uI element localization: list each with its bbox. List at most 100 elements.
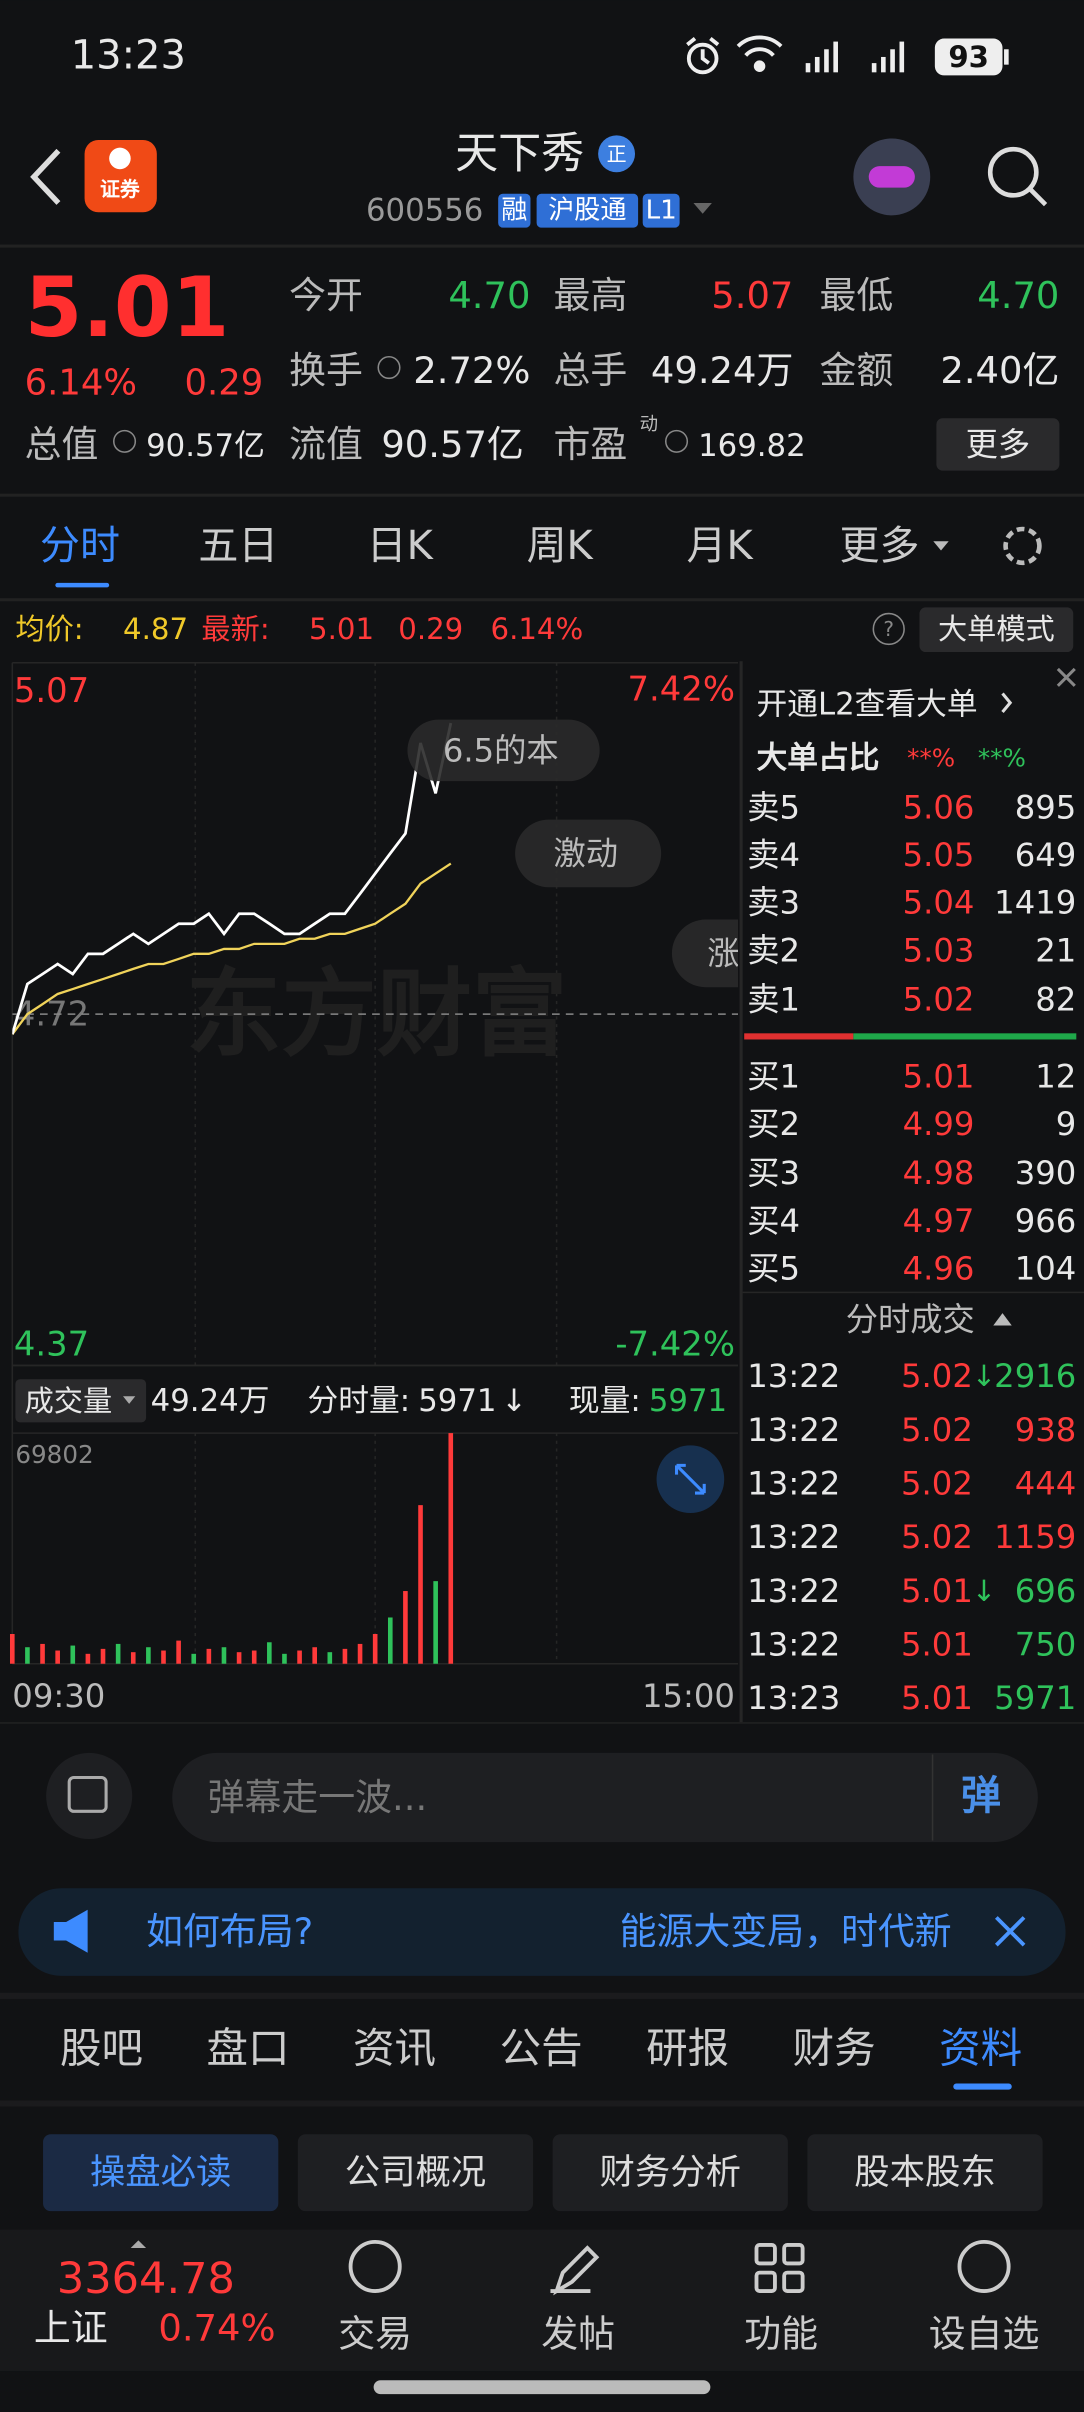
average-line — [12, 862, 452, 1035]
section-tab[interactable]: 资料 — [939, 2024, 1022, 2073]
stat-label: 总值 — [25, 423, 99, 466]
close-l2[interactable] — [1056, 667, 1076, 687]
avg-value: 4.87 — [123, 612, 188, 646]
battery-cap — [1004, 49, 1009, 65]
time-start: 09:30 — [12, 1677, 105, 1715]
volume-bar — [85, 1653, 91, 1664]
nav-label[interactable]: 设自选 — [929, 2313, 1040, 2356]
y-tick-label: 4.37 — [14, 1324, 89, 1363]
tag-text: 沪股通 — [548, 196, 626, 226]
volume-bar — [448, 1433, 454, 1664]
stat-value: 49.24万 — [651, 349, 794, 392]
tag — [498, 193, 531, 228]
stock-code: 600556 — [366, 193, 483, 229]
trade-price: 5.02 — [901, 1518, 973, 1556]
stat-value: 4.70 — [448, 274, 530, 317]
book-volume: 104 — [1015, 1250, 1077, 1288]
danmaku-text: 6.5的本 — [443, 731, 559, 769]
trade-price: 5.02 — [901, 1357, 973, 1395]
trade-time: 13:22 — [747, 1465, 840, 1503]
book-label: 卖3 — [747, 884, 800, 922]
sub-tab[interactable] — [552, 2134, 788, 2212]
volume-tick-label: 69802 — [15, 1440, 93, 1469]
trades-title[interactable]: 分时成交 — [846, 1300, 975, 1338]
chart-tab[interactable]: 更多 — [840, 523, 920, 569]
close-news[interactable] — [994, 1916, 1026, 1947]
minute-volume: 5971 — [418, 1383, 496, 1419]
nav-label[interactable]: 发帖 — [541, 2313, 615, 2356]
volume-selector[interactable] — [15, 1379, 147, 1423]
settings-button[interactable] — [1003, 526, 1042, 566]
home-indicator[interactable] — [373, 2380, 711, 2395]
danmaku-text: 涨 — [707, 934, 739, 972]
chart-tab[interactable]: 月K — [686, 523, 754, 569]
logo-text: 证券 — [100, 177, 141, 201]
trade-time: 13:22 — [747, 1626, 840, 1664]
chart-tab[interactable]: 周K — [527, 523, 595, 569]
section-tab[interactable]: 公告 — [500, 2024, 583, 2073]
watermark: 东方财富 — [186, 960, 567, 1070]
sub-tab-label: 操盘必读 — [90, 2152, 231, 2193]
info-icon[interactable] — [113, 429, 137, 453]
tab-indicator — [55, 582, 110, 588]
book-label: 卖4 — [747, 836, 800, 874]
news-banner[interactable] — [18, 1888, 1066, 1976]
comment-input[interactable] — [172, 1752, 1038, 1843]
divider — [742, 1291, 1084, 1294]
section-tab[interactable]: 研报 — [646, 2024, 729, 2073]
danmaku-settings[interactable] — [46, 1752, 133, 1840]
divider — [0, 1992, 1084, 1999]
tag-text: L1 — [646, 196, 677, 226]
trade-price: 5.02 — [901, 1465, 973, 1503]
mode-button[interactable] — [919, 607, 1074, 653]
badge-text: 正 — [607, 142, 627, 166]
book-price: 4.99 — [903, 1105, 975, 1143]
help-glyph: ? — [883, 617, 894, 641]
trade-arrow: ↓ — [972, 1359, 996, 1393]
avg-label: 均价: — [15, 612, 83, 646]
sub-tab[interactable] — [807, 2134, 1043, 2212]
trade-arrow: ↓ — [972, 1574, 996, 1608]
chart-tab[interactable]: 日K — [367, 523, 435, 569]
pct-bottom: -7.42% — [615, 1324, 735, 1363]
book-label: 买2 — [747, 1105, 800, 1143]
trade-time: 13:22 — [747, 1357, 840, 1395]
info-icon[interactable] — [665, 429, 689, 453]
dropdown-arrow — [933, 541, 949, 551]
search-button[interactable] — [987, 146, 1039, 198]
chart-tab[interactable]: 分时 — [40, 523, 120, 569]
nav-label[interactable]: 交易 — [338, 2313, 412, 2356]
badge — [598, 135, 636, 173]
tag — [642, 193, 680, 228]
help-icon[interactable] — [872, 612, 905, 646]
sub-tab-label: 财务分析 — [600, 2152, 741, 2193]
volume-bar — [161, 1650, 166, 1664]
sub-tab[interactable] — [297, 2134, 534, 2212]
trade-price: 5.01 — [901, 1626, 973, 1664]
more-button[interactable] — [936, 418, 1060, 471]
open-l2[interactable]: 开通L2查看大单 — [756, 686, 977, 722]
info-icon[interactable] — [377, 356, 401, 380]
index-value[interactable]: 3364.78 — [57, 2254, 235, 2304]
trade-volume: 5971 — [994, 1679, 1076, 1717]
nav-label[interactable]: 功能 — [744, 2313, 818, 2356]
chart-tab[interactable]: 五日 — [198, 523, 278, 569]
battery-level: 93 — [948, 40, 989, 74]
volume-bar — [387, 1617, 393, 1664]
trade-volume: 444 — [1015, 1465, 1077, 1503]
ratio-buy: **% — [978, 744, 1026, 773]
section-tab[interactable]: 股吧 — [60, 2024, 143, 2073]
volume-bar — [357, 1643, 363, 1664]
danmaku-button[interactable]: 弹 — [961, 1773, 1001, 1819]
section-tab[interactable]: 盘口 — [207, 2024, 290, 2073]
dropdown-arrow[interactable] — [693, 203, 712, 214]
broker-logo[interactable] — [84, 139, 157, 213]
sub-tab[interactable] — [43, 2134, 279, 2212]
trade-volume: 1159 — [994, 1518, 1076, 1556]
volume-total: 49.24万 — [151, 1383, 270, 1419]
minute-volume-label: 分时量: — [308, 1383, 411, 1419]
back-button[interactable] — [30, 148, 61, 205]
section-tab[interactable]: 资讯 — [353, 2024, 436, 2073]
section-tab[interactable]: 财务 — [793, 2024, 876, 2073]
volume-bar — [267, 1642, 272, 1664]
